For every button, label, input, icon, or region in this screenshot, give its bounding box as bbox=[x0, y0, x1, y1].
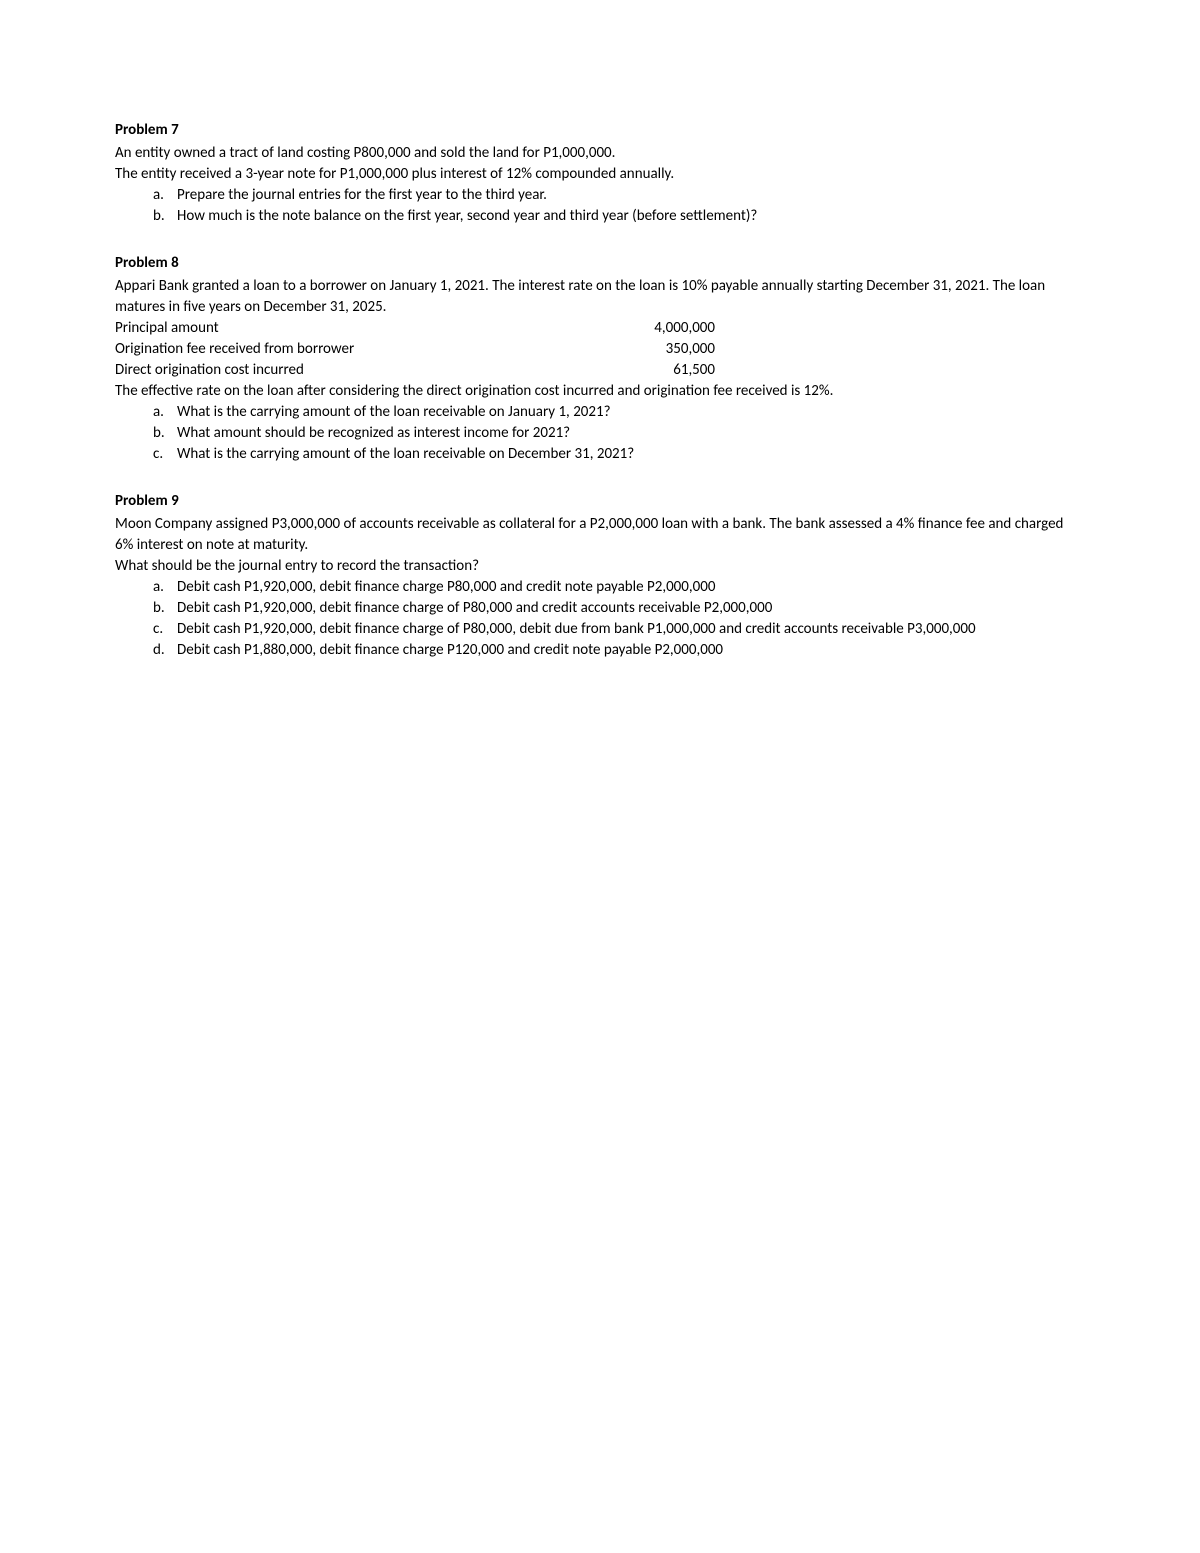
list-marker: b. bbox=[153, 206, 165, 227]
list-item: c. Debit cash P1,920,000, debit finance … bbox=[153, 619, 1085, 640]
data-row: Principal amount 4,000,000 bbox=[115, 318, 1085, 339]
list-text: Debit cash P1,880,000, debit finance cha… bbox=[177, 641, 723, 659]
list-marker: a. bbox=[153, 185, 164, 206]
list-text: Debit cash P1,920,000, debit finance cha… bbox=[177, 620, 976, 638]
row-value: 61,500 bbox=[585, 360, 715, 381]
problem-8: Problem 8 Appari Bank granted a loan to … bbox=[115, 253, 1085, 465]
list-item: b. How much is the note balance on the f… bbox=[153, 206, 1085, 227]
problem-list: a. Debit cash P1,920,000, debit finance … bbox=[153, 577, 1085, 661]
problem-text: The entity received a 3-year note for P1… bbox=[115, 164, 1085, 185]
list-text: How much is the note balance on the firs… bbox=[177, 207, 757, 225]
data-row: Direct origination cost incurred 61,500 bbox=[115, 360, 1085, 381]
list-marker: a. bbox=[153, 577, 164, 598]
list-marker: b. bbox=[153, 423, 165, 444]
list-marker: a. bbox=[153, 402, 164, 423]
list-item: b. What amount should be recognized as i… bbox=[153, 423, 1085, 444]
list-item: a. Debit cash P1,920,000, debit finance … bbox=[153, 577, 1085, 598]
list-text: Debit cash P1,920,000, debit finance cha… bbox=[177, 578, 715, 596]
problem-text: Moon Company assigned P3,000,000 of acco… bbox=[115, 514, 1085, 556]
list-marker: d. bbox=[153, 640, 165, 661]
list-item: a. Prepare the journal entries for the f… bbox=[153, 185, 1085, 206]
problem-list: a. What is the carrying amount of the lo… bbox=[153, 402, 1085, 465]
list-item: b. Debit cash P1,920,000, debit finance … bbox=[153, 598, 1085, 619]
problem-9: Problem 9 Moon Company assigned P3,000,0… bbox=[115, 491, 1085, 661]
list-text: Prepare the journal entries for the firs… bbox=[177, 186, 547, 204]
list-text: What is the carrying amount of the loan … bbox=[177, 403, 611, 421]
row-value: 350,000 bbox=[585, 339, 715, 360]
list-item: d. Debit cash P1,880,000, debit finance … bbox=[153, 640, 1085, 661]
list-marker: c. bbox=[153, 444, 163, 465]
problem-text: What should be the journal entry to reco… bbox=[115, 556, 1085, 577]
problem-text: The effective rate on the loan after con… bbox=[115, 381, 1085, 402]
problem-title: Problem 8 bbox=[115, 253, 1085, 274]
list-item: c. What is the carrying amount of the lo… bbox=[153, 444, 1085, 465]
list-text: Debit cash P1,920,000, debit finance cha… bbox=[177, 599, 772, 617]
list-marker: c. bbox=[153, 619, 163, 640]
row-value: 4,000,000 bbox=[585, 318, 715, 339]
problem-7: Problem 7 An entity owned a tract of lan… bbox=[115, 120, 1085, 227]
data-row: Origination fee received from borrower 3… bbox=[115, 339, 1085, 360]
problem-text: Appari Bank granted a loan to a borrower… bbox=[115, 276, 1085, 318]
problem-title: Problem 7 bbox=[115, 120, 1085, 141]
list-marker: b. bbox=[153, 598, 165, 619]
problem-text: An entity owned a tract of land costing … bbox=[115, 143, 1085, 164]
problem-list: a. Prepare the journal entries for the f… bbox=[153, 185, 1085, 227]
list-item: a. What is the carrying amount of the lo… bbox=[153, 402, 1085, 423]
list-text: What amount should be recognized as inte… bbox=[177, 424, 570, 442]
row-label: Principal amount bbox=[115, 318, 585, 339]
row-label: Origination fee received from borrower bbox=[115, 339, 585, 360]
list-text: What is the carrying amount of the loan … bbox=[177, 445, 634, 463]
problem-title: Problem 9 bbox=[115, 491, 1085, 512]
row-label: Direct origination cost incurred bbox=[115, 360, 585, 381]
